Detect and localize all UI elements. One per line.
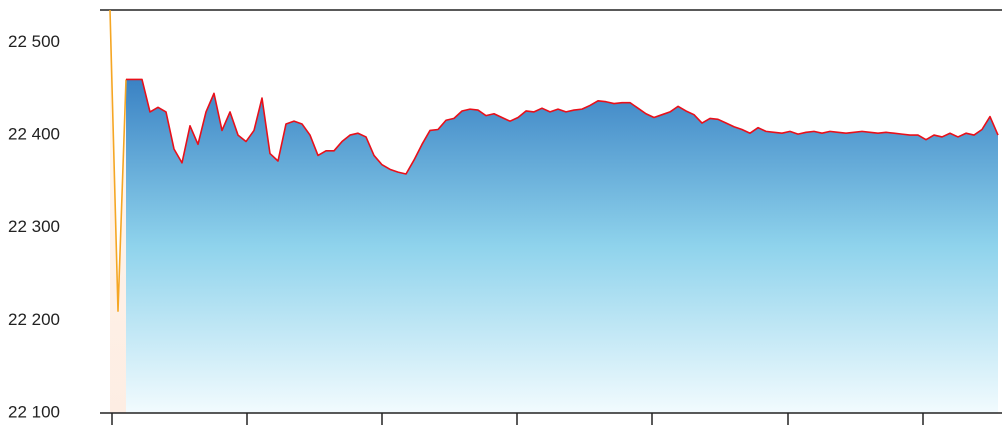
line (126, 78, 999, 175)
x-ticks (111, 413, 924, 425)
y-tick-label: 22 100 (8, 402, 60, 421)
line (109, 9, 127, 312)
area (126, 79, 998, 413)
area (110, 10, 126, 413)
y-tick-label: 22 500 (8, 32, 60, 51)
y-tick-label: 22 200 (8, 310, 60, 329)
y-tick-label: 22 300 (8, 217, 60, 236)
y-tick-label: 22 400 (8, 125, 60, 144)
